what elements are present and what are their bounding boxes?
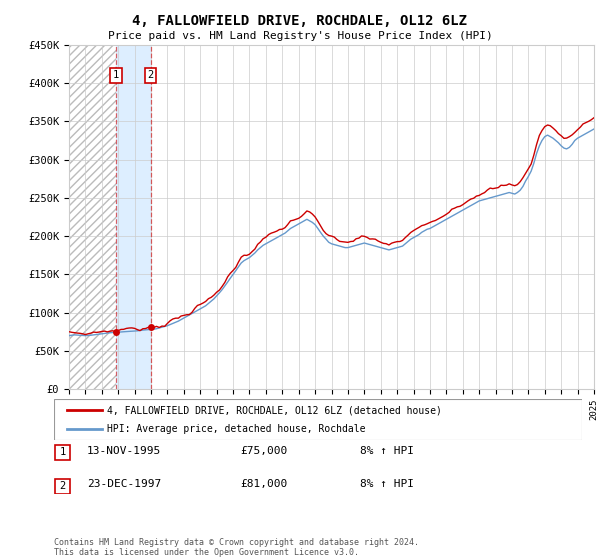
Text: £81,000: £81,000: [240, 479, 287, 489]
Text: £75,000: £75,000: [240, 446, 287, 456]
Text: 1: 1: [59, 447, 65, 458]
Text: 1: 1: [113, 71, 119, 81]
Bar: [69, 45, 116, 389]
Text: 23-DEC-1997: 23-DEC-1997: [87, 479, 161, 489]
Text: 8% ↑ HPI: 8% ↑ HPI: [360, 446, 414, 456]
Text: Price paid vs. HM Land Registry's House Price Index (HPI): Price paid vs. HM Land Registry's House …: [107, 31, 493, 41]
Text: 2: 2: [148, 71, 154, 81]
Text: Contains HM Land Registry data © Crown copyright and database right 2024.
This d: Contains HM Land Registry data © Crown c…: [54, 538, 419, 557]
Text: 13-NOV-1995: 13-NOV-1995: [87, 446, 161, 456]
Text: 4, FALLOWFIELD DRIVE, ROCHDALE, OL12 6LZ (detached house): 4, FALLOWFIELD DRIVE, ROCHDALE, OL12 6LZ…: [107, 405, 442, 415]
Bar: [116, 45, 151, 389]
Text: 8% ↑ HPI: 8% ↑ HPI: [360, 479, 414, 489]
Text: HPI: Average price, detached house, Rochdale: HPI: Average price, detached house, Roch…: [107, 424, 365, 433]
Text: 4, FALLOWFIELD DRIVE, ROCHDALE, OL12 6LZ: 4, FALLOWFIELD DRIVE, ROCHDALE, OL12 6LZ: [133, 14, 467, 28]
Text: 2: 2: [59, 481, 65, 491]
